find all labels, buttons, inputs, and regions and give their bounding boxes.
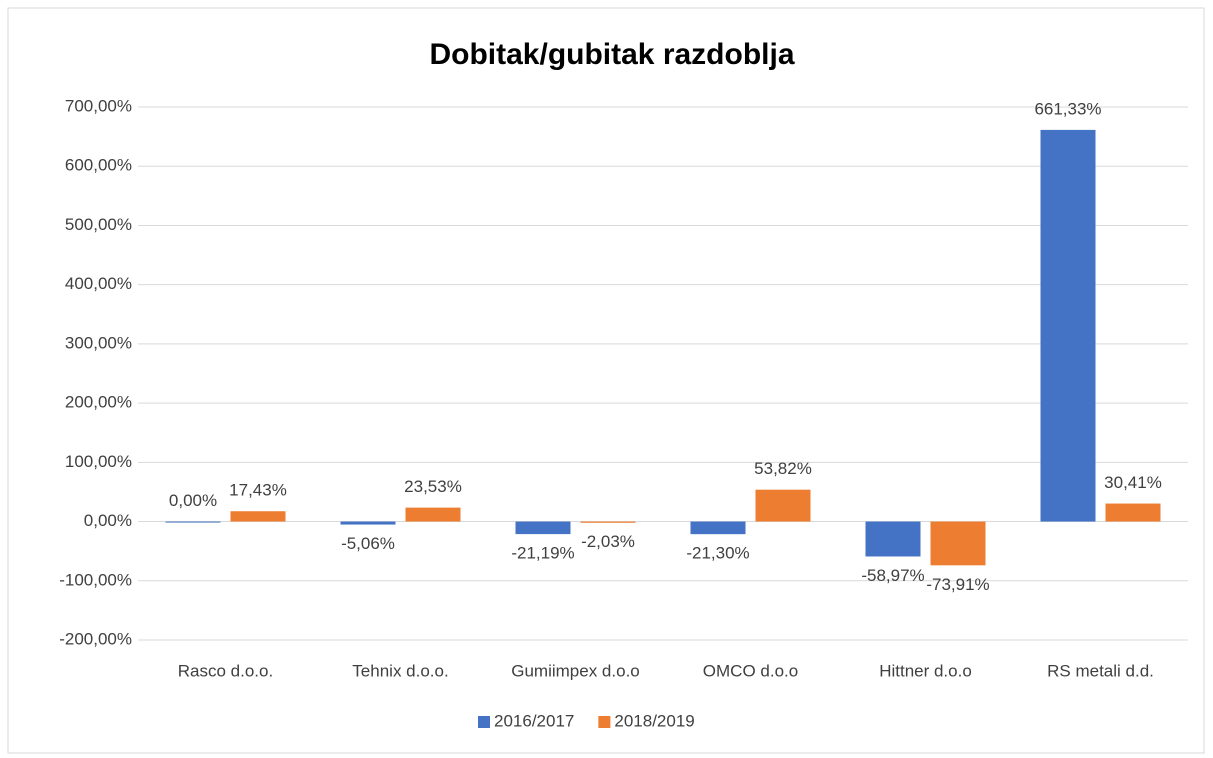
data-label: -21,19% <box>511 544 574 563</box>
bar <box>865 521 921 557</box>
y-tick-label: -200,00% <box>59 629 132 648</box>
legend-swatch <box>598 716 611 728</box>
bar <box>515 521 571 535</box>
bar <box>1105 503 1161 522</box>
data-label: -73,91% <box>926 575 989 594</box>
data-label: -5,06% <box>341 534 395 553</box>
bar <box>165 521 221 523</box>
bar <box>690 521 746 535</box>
y-tick-label: 100,00% <box>65 452 132 471</box>
y-tick-label: -100,00% <box>59 570 132 589</box>
x-tick-label: OMCO d.o.o <box>703 661 798 680</box>
data-label: 17,43% <box>229 481 287 500</box>
x-tick-label: Hittner d.o.o <box>879 661 972 680</box>
data-label: -2,03% <box>581 532 635 551</box>
x-tick-label: Gumiimpex d.o.o <box>511 661 640 680</box>
chart-frame <box>7 7 1205 754</box>
bar <box>340 521 396 525</box>
bar <box>1040 129 1096 522</box>
bar <box>755 489 811 522</box>
bar <box>580 521 636 523</box>
data-label: 0,00% <box>169 491 217 510</box>
data-label: -21,30% <box>686 544 749 563</box>
data-label: -58,97% <box>861 566 924 585</box>
y-tick-label: 300,00% <box>65 333 132 352</box>
data-label: 661,33% <box>1034 99 1101 118</box>
data-label: 30,41% <box>1104 473 1162 492</box>
x-tick-label: RS metali d.d. <box>1047 661 1154 680</box>
bar <box>405 507 461 522</box>
bar <box>230 511 286 522</box>
legend-label: 2018/2019 <box>614 711 694 730</box>
chart-title: Dobitak/gubitak razdoblja <box>429 38 794 71</box>
data-label: 53,82% <box>754 459 812 478</box>
x-tick-label: Tehnix d.o.o. <box>352 661 448 680</box>
legend-swatch <box>478 716 490 728</box>
x-tick-label: Rasco d.o.o. <box>178 661 273 680</box>
y-tick-label: 0,00% <box>84 511 132 530</box>
y-tick-label: 600,00% <box>65 156 132 175</box>
y-tick-label: 400,00% <box>65 274 132 293</box>
data-label: 23,53% <box>404 477 462 496</box>
bar <box>930 521 986 566</box>
y-tick-label: 200,00% <box>65 393 132 412</box>
y-tick-label: 700,00% <box>65 96 132 115</box>
y-tick-label: 500,00% <box>65 215 132 234</box>
legend-label: 2016/2017 <box>494 711 574 730</box>
